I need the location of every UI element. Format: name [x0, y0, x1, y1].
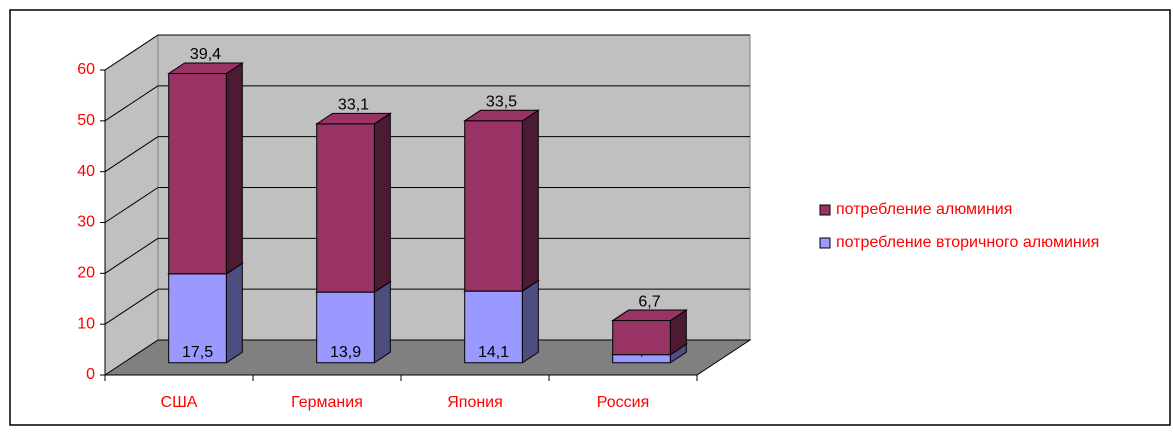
data-label: 6,7: [638, 293, 660, 310]
x-tick-label: Германия: [291, 394, 363, 411]
grid-line: [104, 187, 159, 223]
bar-front: [612, 320, 671, 356]
bar-front: [316, 291, 375, 364]
y-tick-label: 40: [77, 163, 95, 180]
bar-side: [225, 62, 243, 275]
legend-swatch: [819, 204, 831, 216]
grid-line: [104, 237, 159, 274]
grid-line: [104, 34, 159, 71]
bar-top: [611, 309, 688, 322]
data-label: 33,1: [338, 97, 369, 114]
grid-line: [104, 288, 159, 325]
bar-side: [373, 112, 391, 294]
x-tick-label: Россия: [597, 394, 649, 411]
bar-front: [464, 120, 523, 292]
bar-top: [463, 109, 540, 122]
data-label: 14,1: [478, 344, 509, 361]
legend-label: потребление алюминия: [836, 201, 1012, 218]
grid-line: [104, 85, 159, 122]
bar-side: [225, 262, 243, 364]
legend-label: потребление вторичного алюминия: [836, 234, 1099, 251]
y-tick-label: 50: [77, 112, 95, 129]
data-label: 33,5: [486, 94, 517, 111]
bar-side: [521, 109, 539, 293]
bar-front: [316, 123, 375, 293]
data-label: 39,4: [190, 46, 221, 63]
bar-top: [167, 62, 244, 75]
bar-front: [168, 273, 227, 364]
bar-front: [168, 73, 227, 275]
x-tick-label: США: [161, 394, 198, 411]
bar-side: [373, 280, 391, 364]
y-tick-label: 20: [77, 265, 95, 282]
data-label: 13,9: [330, 344, 361, 361]
grid-line: [104, 136, 159, 173]
bar-side: [521, 279, 539, 364]
x-tick-label: Япония: [447, 394, 503, 411]
y-tick-label: 60: [77, 61, 95, 78]
data-label: 17,5: [182, 344, 213, 361]
y-tick-label: 10: [77, 315, 95, 332]
bar-front: [464, 290, 523, 364]
y-tick-label: 30: [77, 214, 95, 231]
y-tick-label: 0: [86, 366, 95, 383]
bar-top: [315, 112, 392, 125]
legend-swatch: [819, 237, 831, 249]
